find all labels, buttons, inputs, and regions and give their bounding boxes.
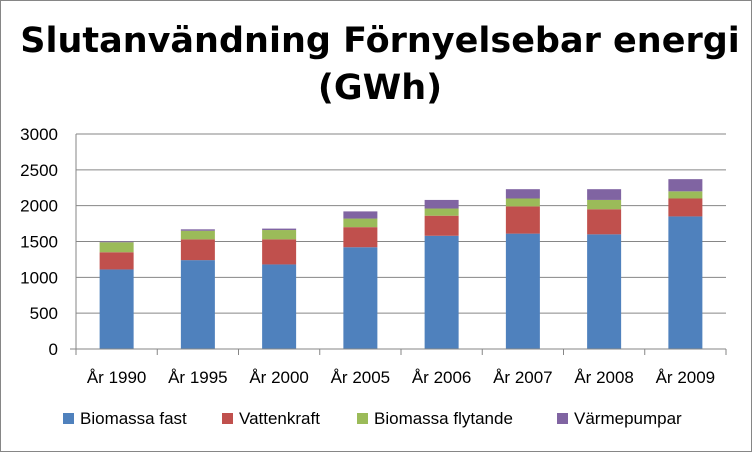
x-tick-label: År 2008 <box>574 368 634 387</box>
x-tick-label: År 2007 <box>493 368 553 387</box>
bar-segment <box>587 234 622 349</box>
bar-segment <box>668 179 703 192</box>
bar-segment <box>180 229 215 231</box>
gridlines <box>76 133 726 350</box>
legend: Biomassa fast Vattenkraft Biomassa flytand… <box>63 409 682 428</box>
bar-segment <box>99 241 134 243</box>
bar-segment <box>262 230 297 240</box>
y-tick-label: 2500 <box>20 161 58 180</box>
bar-segment <box>262 239 297 265</box>
y-tick-label: 0 <box>49 340 58 359</box>
x-tick-label: År 2005 <box>331 368 391 387</box>
legend-label: Biomassa flytande <box>374 409 513 428</box>
x-tick-label: År 1995 <box>168 368 228 387</box>
x-tick-label: År 1990 <box>87 368 147 387</box>
bar-segment <box>343 211 378 219</box>
legend-label: Värmepumpar <box>574 409 682 428</box>
bar-segment <box>424 208 459 216</box>
bar-segment <box>587 189 622 200</box>
bar-segment <box>424 199 459 209</box>
bar-segment <box>424 215 459 236</box>
bar-segment <box>424 235 459 349</box>
legend-swatch <box>222 413 233 424</box>
bar-segment <box>668 216 703 349</box>
x-tick-label: År 2009 <box>656 368 716 387</box>
bar-segment <box>180 230 215 240</box>
bar-segment <box>99 269 134 349</box>
bar-segment <box>505 233 540 349</box>
legend-swatch <box>557 413 568 424</box>
legend-swatch <box>63 413 74 424</box>
legend-label: Vattenkraft <box>239 409 320 428</box>
x-tick-label: År 2000 <box>249 368 309 387</box>
bar-segment <box>505 198 540 207</box>
bars <box>99 179 703 349</box>
bar-segment <box>343 247 378 349</box>
bar-segment <box>343 218 378 228</box>
y-tick-label: 2000 <box>20 197 58 216</box>
bar-segment <box>262 264 297 349</box>
x-tick-label: År 2006 <box>412 368 472 387</box>
bar-segment <box>180 239 215 261</box>
chart-title-line-1: Slutanvändning Förnyelsebar energi <box>20 21 740 61</box>
bar-segment <box>262 228 297 231</box>
bar-segment <box>587 199 622 210</box>
legend-swatch <box>357 413 368 424</box>
bar-segment <box>505 206 540 234</box>
legend-label: Biomassa fast <box>80 409 187 428</box>
bar-segment <box>505 189 540 199</box>
chart-title-line-2: (GWh) <box>318 68 442 108</box>
y-axis: 0 500 1000 1500 2000 2500 3000 <box>20 125 77 359</box>
bar-segment <box>668 198 703 217</box>
y-tick-label: 1500 <box>20 233 58 252</box>
y-tick-label: 3000 <box>20 125 58 144</box>
bar-segment <box>99 242 134 253</box>
bar-segment <box>343 227 378 248</box>
y-tick-label: 1000 <box>20 268 58 287</box>
y-tick-label: 500 <box>30 304 58 323</box>
bar-segment <box>99 252 134 270</box>
bar-segment <box>668 191 703 199</box>
x-axis: År 1990 År 1995 År 2000 År 2005 År 2006 År 20… <box>70 348 727 387</box>
bar-segment <box>587 209 622 235</box>
bar-segment <box>180 260 215 349</box>
